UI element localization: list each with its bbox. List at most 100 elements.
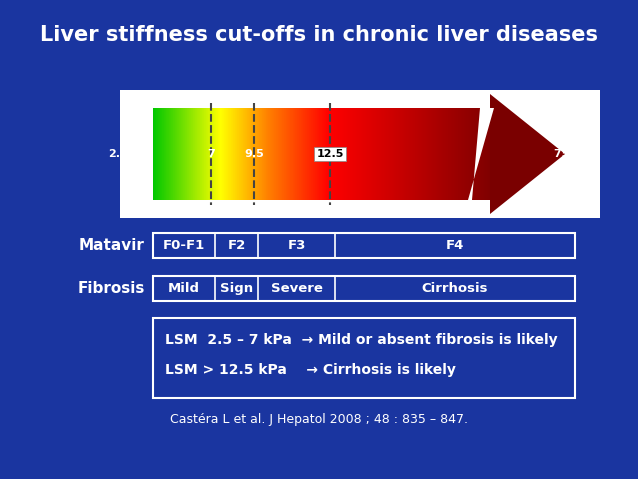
Bar <box>447 108 449 200</box>
Bar <box>307 108 308 200</box>
Bar <box>263 108 265 200</box>
Bar <box>360 108 361 200</box>
Bar <box>226 108 227 200</box>
Bar <box>303 108 304 200</box>
Bar <box>420 108 422 200</box>
Bar <box>433 108 434 200</box>
Bar <box>161 108 162 200</box>
Bar <box>194 108 195 200</box>
Bar <box>230 108 232 200</box>
Bar <box>324 108 325 200</box>
Bar <box>383 108 385 200</box>
Text: Liver stiffness cut-offs in chronic liver diseases: Liver stiffness cut-offs in chronic live… <box>40 25 598 45</box>
Bar <box>416 108 417 200</box>
Bar <box>181 108 182 200</box>
Text: Matavir: Matavir <box>79 238 145 253</box>
Bar <box>285 108 286 200</box>
Bar <box>375 108 376 200</box>
Bar <box>263 108 264 200</box>
Polygon shape <box>468 108 494 200</box>
Bar <box>274 108 275 200</box>
Bar <box>378 108 379 200</box>
Bar <box>402 108 403 200</box>
Bar <box>264 108 265 200</box>
Bar <box>357 108 359 200</box>
Bar <box>475 108 477 200</box>
Bar <box>484 108 485 200</box>
Bar <box>451 108 452 200</box>
Bar <box>336 108 338 200</box>
Bar <box>440 108 441 200</box>
Bar <box>432 108 433 200</box>
Bar <box>195 108 197 200</box>
Bar <box>454 108 455 200</box>
Bar <box>190 108 191 200</box>
Bar <box>489 108 490 200</box>
Bar <box>470 108 471 200</box>
Bar <box>304 108 305 200</box>
Bar <box>487 108 488 200</box>
Bar <box>335 108 336 200</box>
Bar <box>410 108 411 200</box>
Bar <box>471 108 472 200</box>
Bar <box>466 108 467 200</box>
Bar <box>169 108 170 200</box>
Bar <box>346 108 347 200</box>
Bar <box>182 108 184 200</box>
Bar <box>253 108 255 200</box>
Bar <box>369 108 371 200</box>
Bar <box>313 108 314 200</box>
Bar <box>255 108 256 200</box>
Bar <box>153 108 154 200</box>
Bar <box>160 108 161 200</box>
Bar <box>398 108 399 200</box>
Bar <box>350 108 352 200</box>
Bar <box>338 108 339 200</box>
Bar <box>393 108 394 200</box>
Bar <box>392 108 394 200</box>
Bar <box>215 108 216 200</box>
Bar <box>333 108 334 200</box>
Bar <box>279 108 281 200</box>
Bar <box>417 108 418 200</box>
Bar <box>390 108 392 200</box>
Bar <box>246 108 247 200</box>
Bar <box>342 108 343 200</box>
Text: F2: F2 <box>227 239 246 252</box>
Bar <box>456 108 457 200</box>
Bar <box>449 108 450 200</box>
Bar <box>165 108 166 200</box>
Bar <box>249 108 251 200</box>
Bar <box>188 108 189 200</box>
Bar <box>464 108 466 200</box>
Bar <box>344 108 345 200</box>
Bar <box>249 108 250 200</box>
Bar <box>308 108 309 200</box>
Bar <box>419 108 420 200</box>
Bar <box>431 108 432 200</box>
Bar <box>475 108 476 200</box>
Bar <box>456 108 457 200</box>
Bar <box>295 108 296 200</box>
Bar <box>352 108 353 200</box>
Bar <box>474 108 475 200</box>
Bar <box>202 108 204 200</box>
Bar <box>214 108 215 200</box>
Bar <box>427 108 428 200</box>
Bar <box>373 108 374 200</box>
Bar <box>340 108 341 200</box>
Bar <box>315 108 316 200</box>
Bar <box>174 108 175 200</box>
Bar <box>427 108 429 200</box>
Bar <box>363 108 364 200</box>
Bar <box>461 108 462 200</box>
Bar <box>362 108 363 200</box>
Bar <box>232 108 233 200</box>
Bar <box>191 108 192 200</box>
Bar <box>375 108 376 200</box>
Bar <box>306 108 307 200</box>
Bar <box>168 108 169 200</box>
Bar <box>288 108 289 200</box>
Bar <box>472 108 473 200</box>
Bar <box>415 108 416 200</box>
